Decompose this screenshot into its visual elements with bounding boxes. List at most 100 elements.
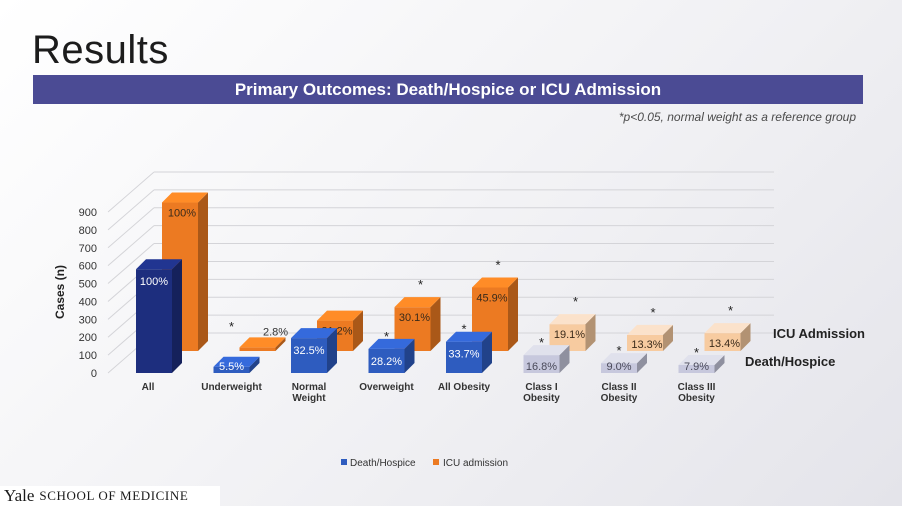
death-significance-marker: * [694, 345, 699, 360]
death-data-label: 7.9% [684, 361, 709, 373]
grid-line-depth [107, 171, 155, 213]
icu-significance-marker: * [495, 257, 500, 272]
y-tick-label: 600 [79, 261, 97, 273]
death-significance-marker: * [616, 343, 621, 358]
death-bar-front [291, 338, 327, 373]
death-bar-front [523, 355, 560, 373]
death-bar-side [404, 338, 415, 373]
death-bar-side [482, 331, 492, 373]
death-data-label: 28.2% [371, 356, 402, 368]
icu-bar-top [317, 310, 363, 321]
depth-label-icu: ICU Admission [773, 326, 865, 341]
x-tick-label: All Obesity [438, 382, 491, 393]
death-bar-front [678, 364, 715, 373]
icu-significance-marker: * [229, 319, 234, 334]
logo-yale-text: Yale [4, 486, 35, 505]
legend-swatch-death [341, 459, 347, 465]
death-bar-side [714, 354, 725, 373]
grid-line-depth [107, 189, 155, 231]
death-bar-top [446, 331, 492, 342]
icu-data-label: 13.4% [709, 338, 740, 350]
death-bar-side [249, 356, 260, 373]
icu-significance-marker: * [650, 305, 655, 320]
icu-data-label: 30.1% [399, 312, 430, 324]
slide-title: Results [32, 28, 169, 72]
x-tick-label: All [142, 382, 155, 393]
icu-significance-marker: * [573, 294, 578, 309]
icu-data-label: 100% [168, 208, 196, 220]
icu-bar-side [663, 324, 673, 351]
death-bar-front [601, 363, 637, 373]
y-tick-label: 700 [79, 243, 97, 255]
x-tick-label: Normal [292, 382, 327, 393]
icu-bar-front [627, 334, 663, 351]
outcomes-bar-chart: 0 100 200 300 400 500 600 700 800 900 Cases (n) 100… [53, 171, 865, 469]
significance-footnote: *p<0.05, normal weight as a reference gr… [618, 110, 856, 124]
death-bar-side [172, 259, 182, 373]
icu-bar-top [627, 324, 673, 335]
icu-bar-side [353, 310, 363, 351]
icu-bar-side [275, 337, 286, 351]
y-tick-label: 500 [79, 279, 97, 291]
death-data-label: 100% [140, 276, 168, 288]
icu-significance-marker: * [728, 303, 733, 318]
death-bar-side [327, 328, 337, 373]
death-bar-top [368, 338, 415, 349]
icu-bar-top [472, 277, 518, 288]
icu-bar-top [394, 297, 441, 308]
y-axis-label: Cases (n) [53, 265, 67, 319]
death-bar-top [291, 328, 337, 339]
y-tick-label: 100 [79, 350, 97, 362]
section-banner: Primary Outcomes: Death/Hospice or ICU A… [33, 75, 863, 104]
grid-line-depth [107, 225, 155, 267]
death-significance-marker: * [384, 329, 389, 344]
icu-bar-top [549, 314, 596, 325]
icu-bar-side [585, 314, 596, 351]
death-data-label: 33.7% [448, 349, 479, 361]
death-data-label: 9.0% [606, 361, 631, 373]
death-bar-top [523, 345, 570, 356]
death-bar-front [368, 348, 405, 373]
x-tick-label: Obesity [601, 393, 638, 404]
death-bar-front [213, 366, 250, 373]
death-data-label: 32.5% [293, 345, 324, 357]
icu-bar-side [198, 192, 208, 351]
icu-data-label: 2.8% [263, 326, 288, 338]
death-bar-top [678, 354, 725, 365]
yale-school-of-medicine-logo: Yale SCHOOL OF MEDICINE [0, 486, 220, 506]
y-tick-label: 900 [79, 207, 97, 219]
death-data-label: 5.5% [219, 361, 244, 373]
death-significance-marker: * [539, 335, 544, 350]
grid-line-depth [107, 243, 155, 284]
icu-data-label: 45.9% [476, 292, 507, 304]
logo-school-text: SCHOOL OF MEDICINE [39, 488, 189, 503]
depth-label-death: Death/Hospice [745, 354, 835, 369]
death-significance-marker: * [461, 322, 466, 337]
x-tick-label: Obesity [523, 393, 560, 404]
icu-significance-marker: * [418, 277, 423, 292]
icu-bar-top [239, 337, 286, 348]
death-bar-front [446, 341, 482, 373]
x-tick-label: Overweight [359, 382, 414, 393]
x-tick-label: Weight [292, 393, 326, 404]
death-bar-side [559, 345, 570, 373]
grid-line-depth [107, 207, 155, 249]
icu-bar-side [508, 277, 518, 351]
y-tick-label: 300 [79, 314, 97, 326]
x-tick-label: Class I [525, 382, 557, 393]
death-data-label: 16.8% [526, 361, 557, 373]
x-tick-label: Class III [678, 382, 716, 393]
y-tick-label: 200 [79, 332, 97, 344]
icu-bar-top [704, 323, 751, 334]
icu-data-label: 19.1% [554, 329, 585, 341]
icu-bar-top [162, 192, 208, 203]
legend-label-icu: ICU admission [443, 458, 508, 469]
y-tick-label: 0 [91, 368, 97, 380]
death-bar-front [136, 269, 172, 373]
death-bar-top [601, 353, 647, 364]
icu-bar-side [430, 297, 441, 351]
legend-label-death: Death/Hospice [350, 458, 416, 469]
icu-bar-side [740, 323, 751, 351]
icu-bar-front [704, 333, 741, 351]
death-bar-top [213, 356, 260, 367]
